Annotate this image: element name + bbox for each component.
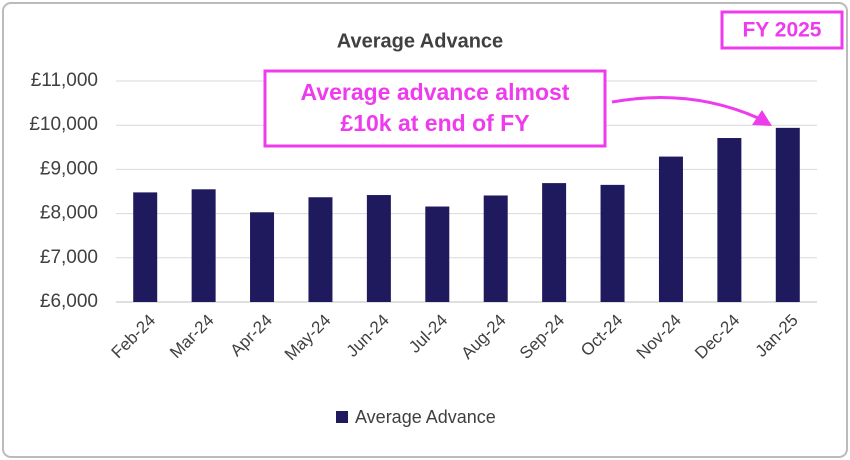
bar <box>483 195 508 302</box>
bar <box>775 127 800 303</box>
callout-text: £10k at end of FY <box>340 110 529 136</box>
bar <box>250 212 275 302</box>
bar <box>366 195 391 302</box>
chart-title: Average Advance <box>337 30 503 52</box>
y-tick-label: £11,000 <box>31 70 98 91</box>
y-tick-label: £6,000 <box>40 291 98 312</box>
bar <box>425 206 450 302</box>
badge-text: FY 2025 <box>742 19 821 42</box>
callout-text: Average advance almost <box>301 79 570 105</box>
legend-label: Average Advance <box>355 407 496 427</box>
callout-arrowhead <box>752 110 772 126</box>
callout-box <box>263 69 607 148</box>
bar <box>308 197 333 302</box>
bar <box>133 192 158 302</box>
y-tick-label: £8,000 <box>40 203 98 224</box>
badge-box <box>720 10 844 50</box>
callout-arrow <box>611 96 759 120</box>
bar <box>717 138 742 302</box>
bar <box>600 184 625 302</box>
y-tick-label: £7,000 <box>40 247 98 268</box>
legend-swatch <box>336 411 348 423</box>
y-tick-label: £9,000 <box>40 158 98 179</box>
bar <box>542 183 567 302</box>
bar <box>658 156 683 302</box>
y-tick-label: £10,000 <box>29 114 98 135</box>
bar <box>191 189 216 302</box>
